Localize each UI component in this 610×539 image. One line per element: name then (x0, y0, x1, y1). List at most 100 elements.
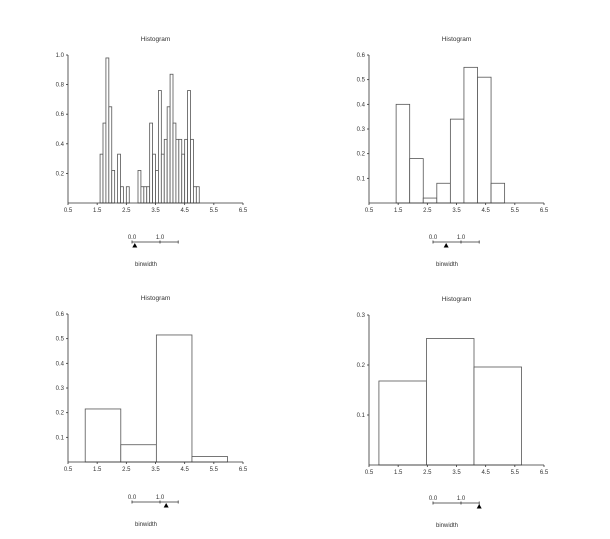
histogram-bar (426, 338, 475, 466)
chart-title: Histogram (141, 295, 171, 302)
histogram-bar (193, 186, 197, 204)
y-tick-label: 0.1 (357, 413, 366, 419)
x-tick-label: 4.5 (180, 208, 189, 214)
x-tick-label: 5.5 (210, 467, 219, 473)
histogram-bar (395, 103, 411, 204)
histogram-bar (169, 73, 174, 204)
y-tick-label: 0.6 (56, 312, 65, 318)
histogram-bar (108, 106, 113, 204)
y-tick-label: 0.3 (56, 386, 65, 392)
histogram-bar (477, 76, 492, 204)
histogram-bar (195, 186, 200, 204)
histogram-bar (155, 170, 159, 204)
histogram-bar (184, 138, 188, 204)
histogram-bar (117, 153, 121, 204)
x-tick-label: 4.5 (481, 470, 490, 476)
slider-tick-label: 1.0 (457, 496, 466, 502)
slider-tick-label: 1.0 (156, 495, 165, 501)
x-tick-label: 5.5 (511, 208, 520, 214)
histogram-bar (191, 456, 228, 463)
histogram-bar (187, 90, 191, 204)
x-tick-label: 0.5 (64, 208, 73, 214)
histogram-bar (146, 186, 151, 204)
y-tick-label: 0.8 (56, 83, 65, 89)
histogram-bar (449, 118, 465, 204)
histogram-bar (120, 186, 124, 204)
histogram-bar (111, 170, 116, 204)
histogram-bar (102, 122, 107, 204)
histogram-bar (105, 57, 110, 204)
histogram-bar (143, 186, 148, 204)
histogram-bar (490, 182, 506, 204)
x-tick-label: 3.5 (452, 208, 461, 214)
slider-handle-icon[interactable] (476, 504, 482, 509)
histogram-4: Histogram 0.5 1.5 2.5 3.5 4.5 5.5 6.5 0.1 0.2 0.3 0… (357, 296, 549, 529)
histogram-bar (178, 138, 183, 204)
y-tick-label: 0.5 (357, 78, 366, 84)
histogram-bar (175, 138, 180, 204)
x-tick-label: 5.5 (210, 208, 219, 214)
y-tick-label: 0.3 (357, 127, 366, 133)
y-tick-label: 0.4 (56, 361, 65, 367)
x-tick-label: 2.5 (423, 470, 432, 476)
y-tick-label: 0.1 (56, 435, 65, 441)
y-tick-label: 0.1 (357, 176, 366, 182)
binwidth-slider[interactable]: 0.0 1.0 binwidth (128, 235, 179, 268)
slider-tick-label: 1.0 (457, 235, 466, 241)
slider-label: binwidth (135, 262, 157, 268)
y-tick-label: 0.5 (56, 337, 65, 343)
slider-label: binwidth (436, 523, 458, 529)
histogram-bar (120, 444, 157, 463)
x-tick-label: 0.5 (365, 208, 374, 214)
histogram-bar (166, 106, 171, 204)
slider-tick-label: 0.0 (128, 495, 137, 501)
histogram-bar (84, 408, 122, 463)
slider-handle-icon[interactable] (443, 243, 449, 248)
x-tick-label: 1.5 (93, 208, 102, 214)
y-tick-label: 0.2 (56, 411, 65, 417)
histogram-bar (158, 90, 162, 204)
histogram-bar (378, 380, 427, 466)
binwidth-slider[interactable]: 0.0 1.0 binwidth (128, 495, 179, 528)
y-tick-label: 0.6 (56, 112, 65, 118)
binwidth-slider[interactable]: 0.0 1.0 binwidth (429, 235, 480, 268)
histogram-bar (149, 122, 153, 204)
x-tick-label: 2.5 (423, 208, 432, 214)
histogram-bar (155, 334, 193, 463)
y-tick-label: 0.2 (357, 152, 366, 158)
x-tick-label: 6.5 (239, 208, 248, 214)
x-tick-label: 3.5 (452, 470, 461, 476)
x-tick-label: 1.5 (93, 467, 102, 473)
y-tick-label: 0.2 (56, 171, 65, 177)
x-tick-label: 1.5 (394, 208, 403, 214)
binwidth-slider[interactable]: 0.0 1.0 binwidth (429, 496, 482, 529)
chart-title: Histogram (442, 36, 472, 43)
slider-tick-label: 0.0 (128, 235, 137, 241)
slider-tick-label: 0.0 (429, 496, 438, 502)
x-tick-label: 4.5 (481, 208, 490, 214)
histogram-bar (473, 366, 522, 466)
histogram-bar (436, 182, 451, 204)
x-tick-label: 6.5 (239, 467, 248, 473)
slider-tick-label: 0.0 (429, 235, 438, 241)
slider-handle-icon[interactable] (132, 243, 138, 248)
histogram-bar (181, 153, 186, 204)
x-tick-label: 1.5 (394, 470, 403, 476)
x-tick-label: 2.5 (122, 208, 131, 214)
slider-label: binwidth (135, 522, 157, 528)
slider-handle-icon[interactable] (163, 503, 169, 508)
x-tick-label: 0.5 (365, 470, 374, 476)
histogram-bar (140, 186, 145, 204)
histogram-bar (172, 122, 177, 204)
histogram-bar (125, 186, 130, 204)
histogram-bar (409, 158, 424, 204)
x-tick-label: 0.5 (64, 467, 73, 473)
histogram-1: Histogram 0.5 1.5 2.5 3.5 4.5 5.5 6.5 0.2 0.4 0.6 0… (56, 36, 248, 268)
histogram-bar (99, 153, 104, 204)
histogram-3: Histogram 0.5 1.5 2.5 3.5 4.5 5.5 6.5 0.1 0.2 0.3 0… (56, 295, 248, 528)
x-tick-label: 3.5 (151, 467, 160, 473)
slider-tick-label: 1.0 (156, 235, 165, 241)
histogram-bar (152, 153, 156, 204)
y-tick-label: 0.3 (357, 313, 366, 319)
